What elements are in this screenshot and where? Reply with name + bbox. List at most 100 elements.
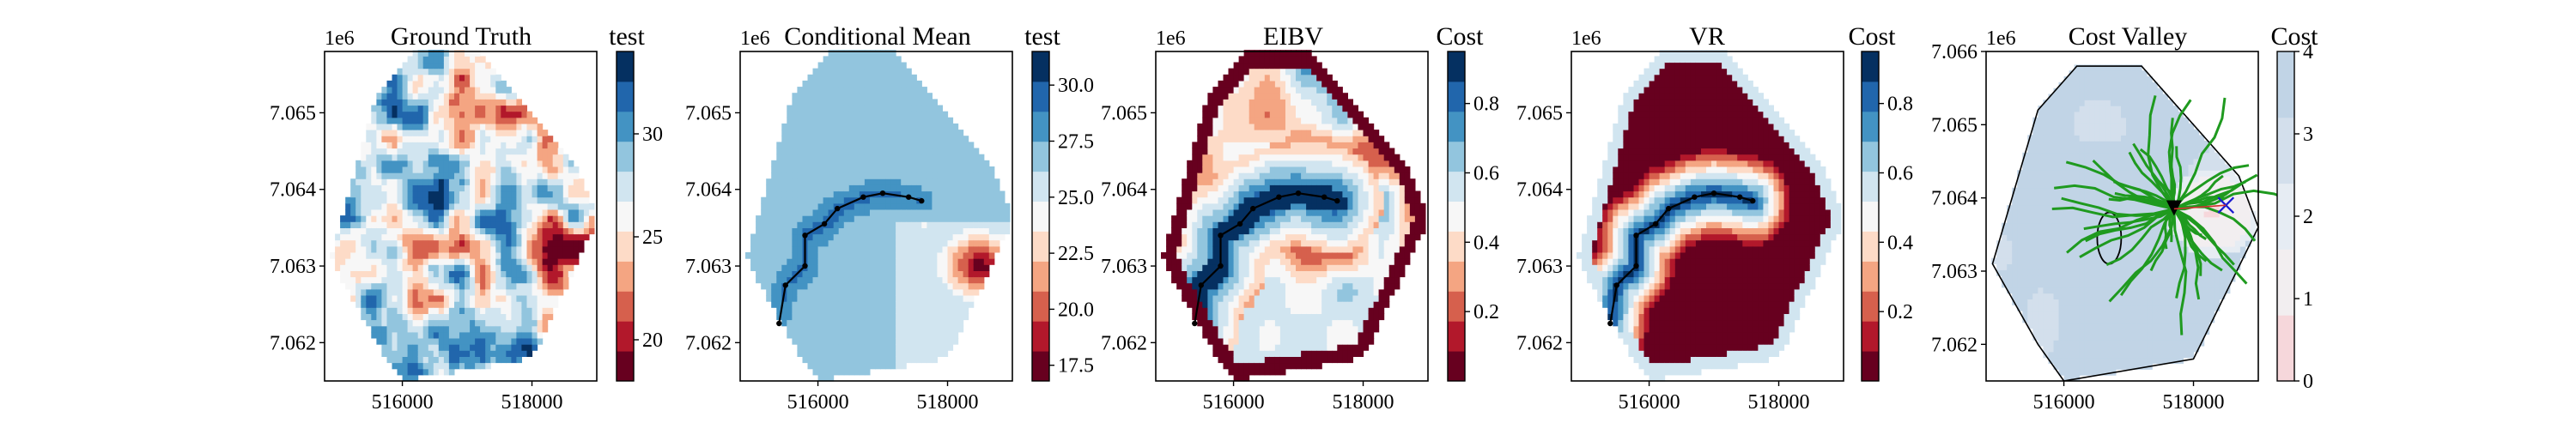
heatmap-cell — [927, 190, 933, 198]
heatmap-cell — [896, 350, 902, 357]
heatmap-cell — [350, 276, 356, 284]
heatmap-cell — [366, 245, 372, 253]
heatmap-cell — [875, 239, 881, 247]
heatmap-cell — [417, 258, 424, 265]
heatmap-cell — [988, 184, 995, 192]
heatmap-cell — [833, 93, 840, 100]
heatmap-cell — [1279, 87, 1286, 94]
heatmap-cell — [1187, 221, 1193, 228]
heatmap-cell — [454, 166, 460, 173]
heatmap-cell — [983, 196, 990, 204]
heatmap-cell — [433, 202, 440, 210]
heatmap-cell — [787, 105, 793, 112]
heatmap-cell — [781, 270, 787, 278]
heatmap-cell — [516, 202, 522, 210]
heatmap-cell — [454, 252, 460, 259]
heatmap-cell — [459, 93, 465, 100]
heatmap-cell — [459, 74, 465, 82]
heatmap-cell — [1176, 258, 1182, 265]
heatmap-cell — [1279, 350, 1286, 357]
heatmap-cell — [485, 252, 491, 259]
heatmap-cell — [848, 196, 855, 204]
heatmap-cell — [823, 68, 829, 76]
heatmap-cell — [843, 288, 850, 296]
heatmap-cell — [807, 239, 814, 247]
heatmap-cell — [802, 123, 809, 130]
heatmap-cell — [937, 178, 943, 185]
heatmap-cell — [1274, 276, 1281, 284]
heatmap-cell — [927, 325, 933, 333]
heatmap-cell — [381, 202, 387, 210]
heatmap-cell — [412, 56, 419, 63]
heatmap-cell — [927, 233, 933, 241]
heatmap-cell — [366, 202, 372, 210]
heatmap-cell — [562, 252, 569, 259]
heatmap-cell — [475, 184, 481, 192]
heatmap-cell — [526, 209, 533, 216]
heatmap-cell — [890, 172, 896, 179]
heatmap-cell — [1291, 142, 1297, 149]
heatmap-cell — [1279, 239, 1286, 247]
heatmap-cell — [1259, 288, 1266, 296]
heatmap-cell — [485, 105, 491, 112]
heatmap-cell — [890, 93, 896, 100]
heatmap-cell — [480, 245, 486, 253]
heatmap-cell — [1249, 130, 1255, 136]
heatmap-cell — [838, 68, 845, 76]
heatmap-cell — [812, 202, 819, 210]
heatmap-cell — [797, 117, 803, 124]
heatmap-cell — [828, 221, 835, 228]
heatmap-cell — [812, 87, 819, 94]
heatmap-cell — [1291, 172, 1297, 179]
heatmap-cell — [1238, 56, 1245, 63]
heatmap-cell — [422, 331, 429, 339]
heatmap-cell — [438, 338, 445, 345]
heatmap-cell — [787, 264, 793, 271]
heatmap-cell — [428, 184, 434, 192]
heatmap-cell — [927, 252, 933, 259]
heatmap-cell — [807, 362, 814, 370]
heatmap-cell — [355, 160, 361, 167]
heatmap-cell — [1171, 221, 1177, 228]
heatmap-cell — [1233, 160, 1240, 167]
heatmap-cell — [402, 368, 409, 376]
heatmap-cell — [422, 282, 429, 290]
heatmap-cell — [921, 105, 927, 112]
heatmap-cell — [386, 276, 393, 284]
heatmap-cell — [485, 136, 491, 142]
heatmap-cell — [1259, 62, 1266, 69]
heatmap-cell — [812, 190, 819, 198]
heatmap-cell — [885, 87, 891, 94]
heatmap-cell — [885, 301, 891, 308]
heatmap-cell — [911, 130, 917, 136]
heatmap-cell — [942, 123, 949, 130]
heatmap-cell — [792, 258, 798, 265]
heatmap-cell — [366, 196, 372, 204]
heatmap-cell — [1279, 227, 1286, 235]
heatmap-cell — [1259, 142, 1266, 149]
heatmap-cell — [848, 295, 855, 302]
heatmap-cell — [1212, 331, 1218, 339]
heatmap-cell — [843, 136, 850, 142]
heatmap-cell — [417, 184, 424, 192]
heatmap-cell — [376, 233, 382, 241]
heatmap-cell — [817, 338, 824, 345]
heatmap-cell — [443, 270, 450, 278]
heatmap-cell — [766, 184, 772, 192]
heatmap-cell — [578, 202, 585, 210]
heatmap-cell — [792, 123, 798, 130]
heatmap-cell — [490, 105, 496, 112]
heatmap-cell — [828, 184, 835, 192]
heatmap-cell — [443, 264, 450, 271]
heatmap-cell — [999, 196, 1005, 204]
heatmap-cell — [417, 68, 424, 76]
heatmap-cell — [896, 68, 902, 76]
heatmap-cell — [937, 270, 943, 278]
heatmap-cell — [1197, 258, 1203, 265]
heatmap-cell — [386, 295, 393, 302]
heatmap-cell — [973, 276, 980, 284]
heatmap-cell — [817, 184, 824, 192]
heatmap-cell — [392, 215, 398, 222]
x-tick-label: 516000 — [372, 391, 434, 414]
heatmap-cell — [438, 93, 445, 100]
